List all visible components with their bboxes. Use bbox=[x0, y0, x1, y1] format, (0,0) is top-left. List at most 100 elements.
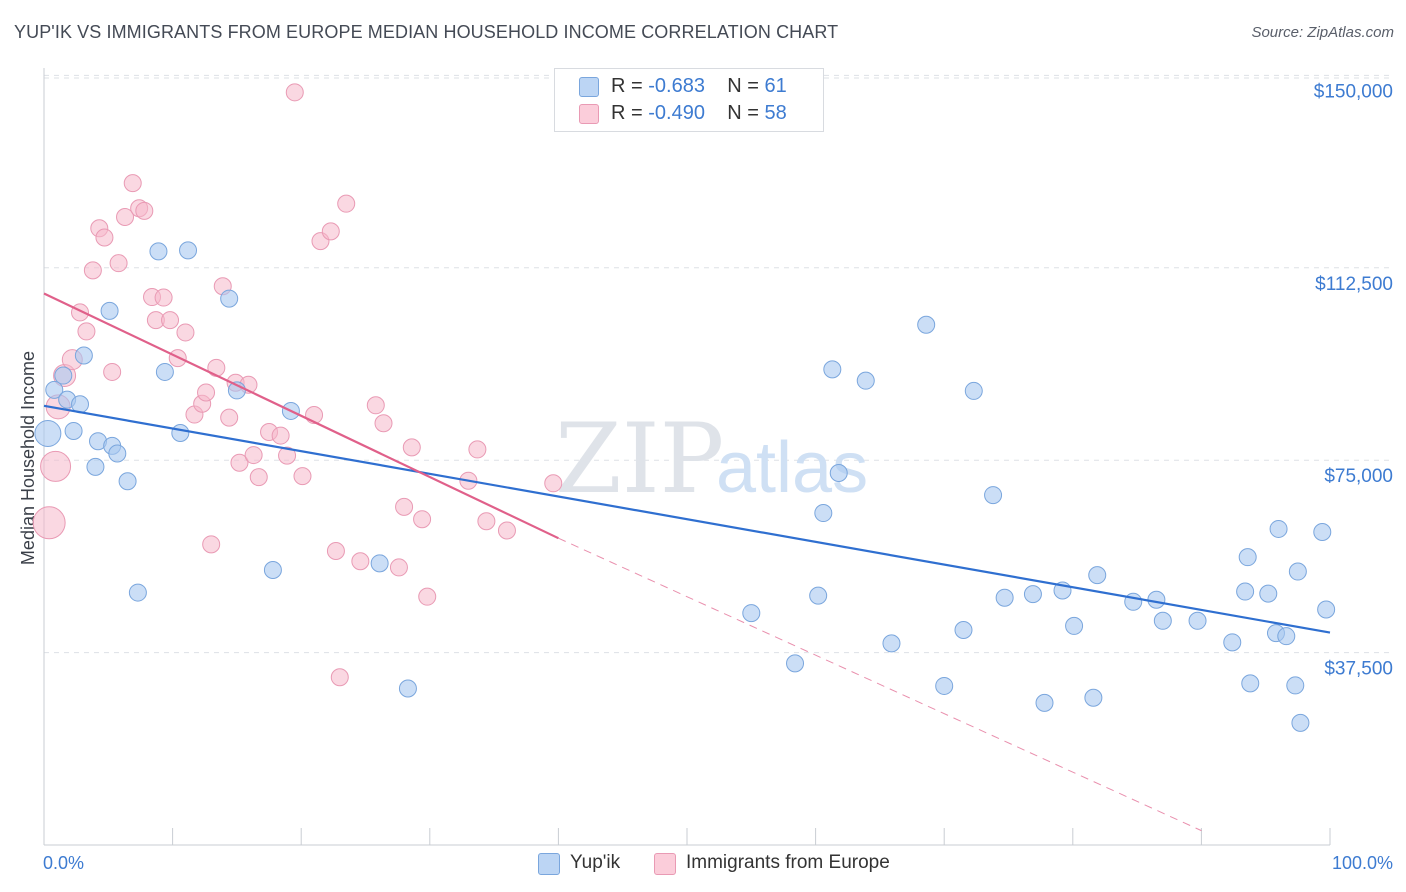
point-yupik bbox=[86, 457, 105, 476]
point-immigrants-from-europe bbox=[154, 288, 173, 307]
point-immigrants-from-europe bbox=[176, 323, 195, 342]
point-immigrants-from-europe bbox=[249, 468, 268, 487]
point-yupik bbox=[1084, 688, 1103, 707]
x-tick-max: 100.0% bbox=[1332, 853, 1393, 873]
point-yupik bbox=[1317, 600, 1336, 619]
point-immigrants-from-europe bbox=[77, 322, 96, 341]
point-immigrants-from-europe bbox=[374, 414, 393, 433]
legend-swatch-blue bbox=[579, 77, 599, 97]
y-tick-labels: $37,500 $75,000 $112,500 $150,000 bbox=[1314, 81, 1393, 679]
y-axis-label: Median Household Income bbox=[18, 351, 38, 565]
point-immigrants-from-europe bbox=[351, 552, 370, 571]
watermark-zip: ZIP bbox=[555, 403, 724, 515]
point-immigrants-from-europe bbox=[278, 446, 297, 465]
point-immigrants-from-europe bbox=[418, 587, 437, 606]
point-yupik bbox=[809, 586, 828, 605]
point-immigrants-from-europe bbox=[271, 426, 290, 445]
legend-r-value: -0.490 bbox=[648, 102, 705, 124]
point-immigrants-from-europe bbox=[366, 396, 385, 415]
point-yupik bbox=[128, 583, 147, 602]
legend-r-label: R = bbox=[611, 102, 649, 124]
x-tick-min: 0.0% bbox=[43, 853, 84, 873]
point-yupik bbox=[954, 621, 973, 640]
point-immigrants-from-europe bbox=[321, 222, 340, 241]
point-immigrants-from-europe bbox=[161, 311, 180, 330]
legend-n-label: N = bbox=[727, 102, 765, 124]
point-yupik bbox=[54, 366, 73, 385]
point-yupik bbox=[1153, 611, 1172, 630]
point-yupik bbox=[742, 604, 761, 623]
point-yupik bbox=[917, 315, 936, 334]
bottom-legend-swatch-blue bbox=[538, 853, 560, 875]
point-yupik bbox=[155, 362, 174, 381]
point-immigrants-from-europe bbox=[40, 450, 72, 482]
series-yupik-points bbox=[34, 241, 1336, 732]
point-yupik bbox=[1035, 693, 1054, 712]
y-tick-label: $112,500 bbox=[1315, 274, 1393, 295]
point-immigrants-from-europe bbox=[244, 446, 263, 465]
point-yupik bbox=[1269, 519, 1288, 538]
point-yupik bbox=[220, 289, 239, 308]
grid-lines bbox=[44, 74, 1394, 654]
point-immigrants-from-europe bbox=[230, 453, 249, 472]
point-immigrants-from-europe bbox=[389, 558, 408, 577]
point-yupik bbox=[1259, 584, 1278, 603]
point-yupik bbox=[935, 676, 954, 695]
point-yupik bbox=[118, 472, 137, 491]
bottom-legend-label: Yup'ik bbox=[570, 852, 621, 873]
point-yupik bbox=[1236, 582, 1255, 601]
point-yupik bbox=[1188, 611, 1207, 630]
point-yupik bbox=[179, 241, 198, 260]
point-yupik bbox=[1313, 523, 1332, 542]
legend-n-value: 61 bbox=[764, 75, 787, 97]
point-yupik bbox=[1023, 585, 1042, 604]
point-yupik bbox=[64, 421, 83, 440]
point-immigrants-from-europe bbox=[293, 467, 312, 486]
point-yupik bbox=[984, 486, 1003, 505]
y-tick-label: $150,000 bbox=[1314, 81, 1393, 102]
trend-lines bbox=[43, 292, 1331, 832]
legend-n-label: N = bbox=[727, 75, 765, 97]
point-immigrants-from-europe bbox=[32, 506, 66, 540]
watermark: ZIP atlas bbox=[555, 403, 868, 515]
point-yupik bbox=[1288, 562, 1307, 581]
point-yupik bbox=[829, 464, 848, 483]
point-yupik bbox=[1088, 566, 1107, 585]
legend-r-value: -0.683 bbox=[648, 75, 705, 97]
point-immigrants-from-europe bbox=[103, 362, 122, 381]
trend-line-yupik bbox=[43, 404, 1331, 634]
point-yupik bbox=[786, 654, 805, 673]
point-immigrants-from-europe bbox=[202, 535, 221, 554]
point-yupik bbox=[1241, 674, 1260, 693]
point-immigrants-from-europe bbox=[413, 510, 432, 529]
point-yupik bbox=[398, 679, 417, 698]
legend-box: R = -0.683 N = 61 R = -0.490 N = 58 bbox=[554, 68, 824, 132]
point-immigrants-from-europe bbox=[123, 174, 142, 193]
point-immigrants-from-europe bbox=[402, 438, 421, 457]
point-yupik bbox=[964, 381, 983, 400]
point-immigrants-from-europe bbox=[395, 497, 414, 516]
point-immigrants-from-europe bbox=[497, 521, 516, 540]
source-label: Source: ZipAtlas.com bbox=[1251, 24, 1394, 41]
chart-title: YUP'IK VS IMMIGRANTS FROM EUROPE MEDIAN … bbox=[14, 22, 839, 42]
point-yupik bbox=[370, 554, 389, 573]
point-immigrants-from-europe bbox=[326, 542, 345, 561]
point-yupik bbox=[1277, 627, 1296, 646]
point-yupik bbox=[814, 504, 833, 523]
point-immigrants-from-europe bbox=[544, 474, 563, 493]
point-yupik bbox=[100, 301, 119, 320]
point-immigrants-from-europe bbox=[285, 83, 304, 102]
point-immigrants-from-europe bbox=[468, 440, 487, 459]
point-immigrants-from-europe bbox=[135, 201, 154, 220]
point-yupik bbox=[171, 424, 190, 443]
point-immigrants-from-europe bbox=[330, 668, 349, 687]
point-immigrants-from-europe bbox=[220, 408, 239, 427]
point-yupik bbox=[149, 242, 168, 261]
legend-n-value: 58 bbox=[764, 102, 787, 124]
point-yupik bbox=[995, 588, 1014, 607]
point-immigrants-from-europe bbox=[116, 208, 135, 226]
point-yupik bbox=[1291, 713, 1310, 732]
y-tick-label: $37,500 bbox=[1324, 659, 1393, 680]
y-tick-label: $75,000 bbox=[1324, 466, 1393, 487]
